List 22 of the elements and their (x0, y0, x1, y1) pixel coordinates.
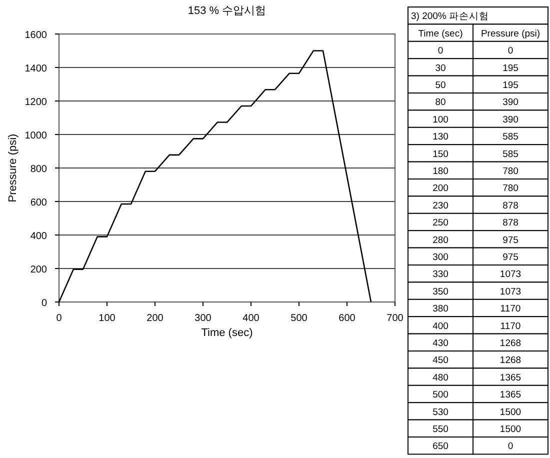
y-tick-label: 600 (30, 198, 48, 208)
y-tick-label: 400 (30, 231, 48, 242)
plot: 0 100 200 300 400 500 600 700 0 200 400 600 800 1000 1200 1400 1600 (24, 30, 404, 324)
y-tick-label: 200 (30, 264, 48, 276)
y-axis-title: Pressure (psi) (7, 134, 19, 202)
y-tick-label: 800 (30, 164, 48, 175)
x-tick-label: 200 (146, 313, 164, 324)
x-tick-label: 700 (386, 313, 404, 324)
x-tick-label: 300 (194, 313, 212, 324)
y-tick-label: 0 (41, 298, 48, 309)
y-tick-label: 1600 (24, 30, 48, 41)
x-tick-label: 600 (338, 313, 356, 324)
x-axis-title: Time (sec) (201, 327, 253, 339)
chart-title: 153 % 수압시험 (188, 5, 266, 17)
y-tick-label: 1000 (24, 130, 48, 142)
x-tick-label: 0 (56, 313, 62, 324)
x-tick-label: 400 (242, 313, 260, 324)
table: 3) 200% 파손시험 Time (sec) Pressure (psi) 0 0 30 195 50 195 80 390 100 390 130 585 150 585 180 780 200 780 230 878 250 878 280 975 300 975 330 1073 350 1073 380 1170 400 1170 430 1268 450 1268 480 1365 500 1365 530 1500 550 1500 650 0 (408, 6, 548, 455)
y-tick-label: 1400 (24, 64, 48, 74)
y-tick-label: 1200 (24, 97, 48, 108)
x-tick-label: 500 (290, 313, 308, 324)
x-tick-label: 100 (98, 313, 116, 324)
